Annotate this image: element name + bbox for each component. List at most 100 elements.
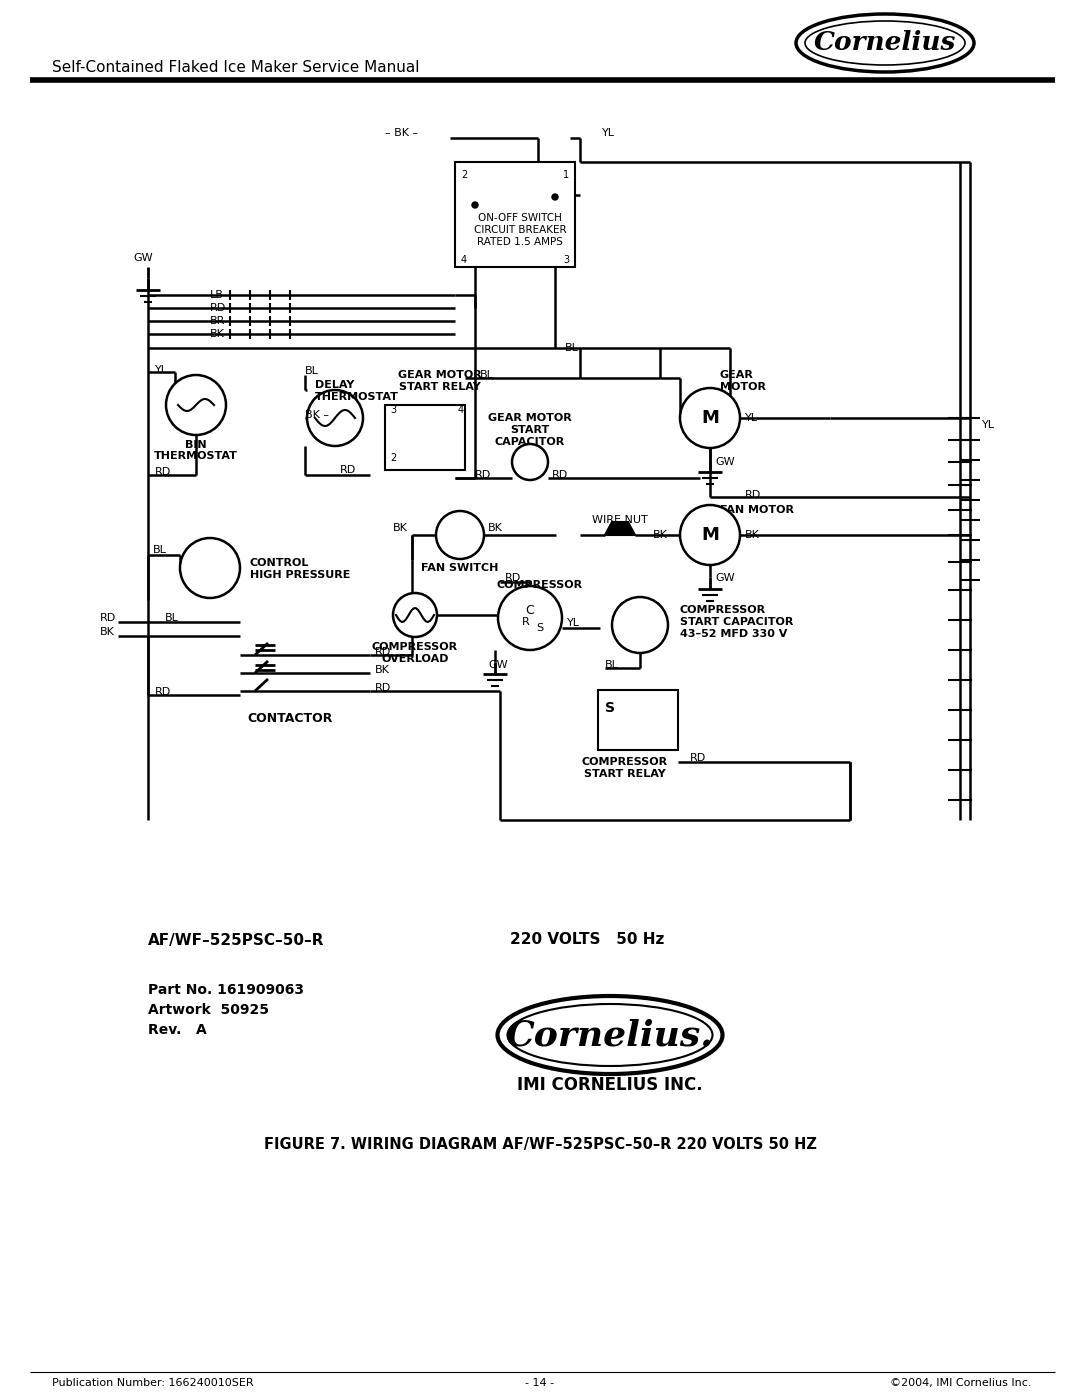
Text: RD: RD xyxy=(552,469,568,481)
Text: BL: BL xyxy=(165,613,179,623)
Text: RD: RD xyxy=(690,753,706,763)
Text: GEAR MOTOR: GEAR MOTOR xyxy=(399,370,482,380)
Text: 1: 1 xyxy=(563,170,569,180)
Text: S: S xyxy=(605,701,615,715)
Text: FIGURE 7. WIRING DIAGRAM AF/WF–525PSC–50–R 220 VOLTS 50 HZ: FIGURE 7. WIRING DIAGRAM AF/WF–525PSC–50… xyxy=(264,1137,816,1153)
Text: RD: RD xyxy=(156,687,172,697)
Text: RD: RD xyxy=(505,573,522,583)
Text: YL: YL xyxy=(567,617,580,629)
Text: RD: RD xyxy=(340,465,356,475)
Text: GW: GW xyxy=(715,573,734,583)
Text: Artwork  50925: Artwork 50925 xyxy=(148,1003,269,1017)
Text: 4: 4 xyxy=(458,405,464,415)
Text: 2: 2 xyxy=(390,453,396,462)
Text: BR: BR xyxy=(210,316,226,326)
Text: M: M xyxy=(701,409,719,427)
Text: START RELAY: START RELAY xyxy=(584,768,666,780)
Text: BK: BK xyxy=(745,529,760,541)
Text: YL: YL xyxy=(156,365,168,374)
Text: COMPRESSOR: COMPRESSOR xyxy=(497,580,583,590)
Text: COMPRESSOR: COMPRESSOR xyxy=(372,643,458,652)
Circle shape xyxy=(498,585,562,650)
Text: MOTOR: MOTOR xyxy=(720,381,766,393)
Text: RD: RD xyxy=(100,613,117,623)
Text: GW: GW xyxy=(133,253,152,263)
Text: IMI CORNELIUS INC.: IMI CORNELIUS INC. xyxy=(517,1076,703,1094)
Text: COMPRESSOR: COMPRESSOR xyxy=(680,605,766,615)
Text: BK: BK xyxy=(653,529,669,541)
Text: DELAY: DELAY xyxy=(315,380,354,390)
Polygon shape xyxy=(605,522,635,535)
Text: BK: BK xyxy=(210,330,225,339)
Text: OVERLOAD: OVERLOAD xyxy=(381,654,449,664)
Text: COMPRESSOR: COMPRESSOR xyxy=(582,757,669,767)
Text: HIGH PRESSURE: HIGH PRESSURE xyxy=(249,570,350,580)
Text: GW: GW xyxy=(488,659,508,671)
Text: BL: BL xyxy=(153,545,167,555)
Text: BL: BL xyxy=(480,370,494,380)
Text: LB: LB xyxy=(210,291,224,300)
Text: BL: BL xyxy=(305,366,319,376)
Text: S: S xyxy=(536,623,543,633)
Text: RD: RD xyxy=(210,303,226,313)
Ellipse shape xyxy=(796,14,974,73)
Text: GEAR: GEAR xyxy=(720,370,754,380)
Text: Cornelius: Cornelius xyxy=(814,31,956,56)
Circle shape xyxy=(166,374,226,434)
Circle shape xyxy=(436,511,484,559)
Text: GW: GW xyxy=(715,457,734,467)
Text: Self-Contained Flaked Ice Maker Service Manual: Self-Contained Flaked Ice Maker Service … xyxy=(52,60,419,75)
Circle shape xyxy=(472,203,478,208)
Circle shape xyxy=(512,444,548,481)
Text: FAN SWITCH: FAN SWITCH xyxy=(421,563,499,573)
Circle shape xyxy=(393,592,437,637)
Circle shape xyxy=(552,194,558,200)
Text: ©2004, IMI Cornelius Inc.: ©2004, IMI Cornelius Inc. xyxy=(891,1377,1032,1389)
Text: Part No. 161909063: Part No. 161909063 xyxy=(148,983,303,997)
Text: THERMOSTAT: THERMOSTAT xyxy=(315,393,399,402)
Text: 3: 3 xyxy=(563,256,569,265)
Text: RD: RD xyxy=(156,467,172,476)
Text: WIRE NUT: WIRE NUT xyxy=(592,515,648,525)
Ellipse shape xyxy=(498,996,723,1074)
Text: C: C xyxy=(526,604,535,616)
Text: FAN MOTOR: FAN MOTOR xyxy=(720,504,794,515)
Text: BL: BL xyxy=(605,659,619,671)
Ellipse shape xyxy=(805,21,966,66)
Text: YL: YL xyxy=(982,420,995,430)
Text: BIN: BIN xyxy=(185,440,206,450)
Text: Publication Number: 166240010SER: Publication Number: 166240010SER xyxy=(52,1377,254,1389)
Text: START CAPACITOR: START CAPACITOR xyxy=(680,617,794,627)
Text: 3: 3 xyxy=(390,405,396,415)
Text: - 14 -: - 14 - xyxy=(526,1377,554,1389)
Bar xyxy=(598,690,678,750)
Text: 4: 4 xyxy=(461,256,467,265)
Text: CONTROL: CONTROL xyxy=(249,557,309,569)
Text: BK –: BK – xyxy=(305,409,329,420)
Text: BL: BL xyxy=(565,344,579,353)
Text: BK: BK xyxy=(488,522,503,534)
Circle shape xyxy=(680,388,740,448)
Text: Rev.   A: Rev. A xyxy=(148,1023,206,1037)
Circle shape xyxy=(180,538,240,598)
Text: GEAR MOTOR: GEAR MOTOR xyxy=(488,414,572,423)
Text: BK: BK xyxy=(393,522,408,534)
Text: RD: RD xyxy=(475,469,491,481)
Text: ON-OFF SWITCH: ON-OFF SWITCH xyxy=(478,212,562,224)
Text: YL: YL xyxy=(602,129,615,138)
Text: BK: BK xyxy=(375,665,390,675)
Text: – BK –: – BK – xyxy=(384,129,418,138)
Text: M: M xyxy=(701,527,719,543)
Text: CIRCUIT BREAKER: CIRCUIT BREAKER xyxy=(474,225,566,235)
Text: RD: RD xyxy=(375,647,391,657)
Circle shape xyxy=(680,504,740,564)
Circle shape xyxy=(307,390,363,446)
Text: R: R xyxy=(522,617,530,627)
Text: YL: YL xyxy=(745,414,758,423)
Text: RATED 1.5 AMPS: RATED 1.5 AMPS xyxy=(477,237,563,247)
Circle shape xyxy=(612,597,669,652)
Text: START RELAY: START RELAY xyxy=(400,381,481,393)
Bar xyxy=(384,405,465,469)
Text: THERMOSTAT: THERMOSTAT xyxy=(154,451,238,461)
Bar xyxy=(455,162,575,267)
